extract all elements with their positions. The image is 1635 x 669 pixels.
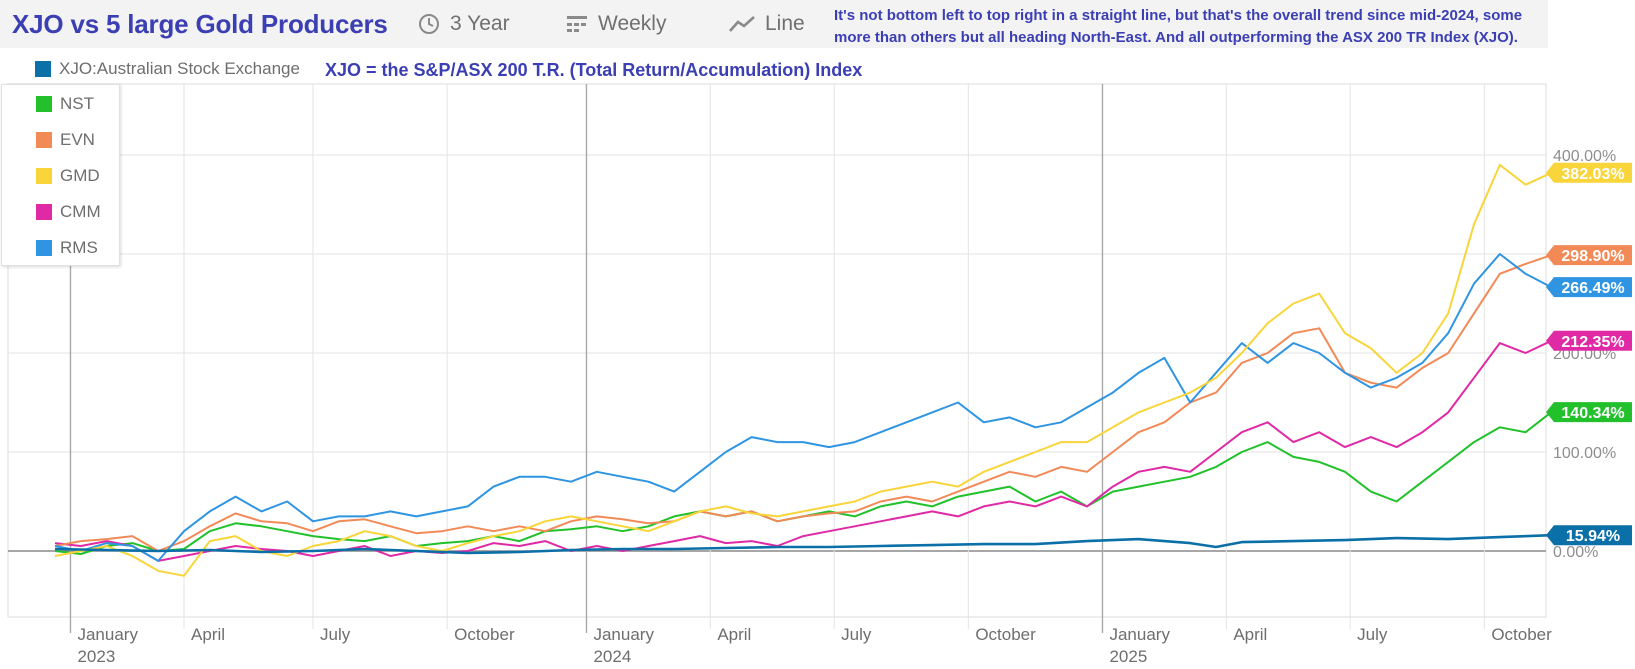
series-line-gmd [54, 163, 1552, 577]
end-value-tag: 266.49% [1546, 277, 1632, 298]
chart-grid [7, 83, 1547, 633]
x-tick-label: January [593, 625, 654, 644]
line-chart-icon [729, 15, 755, 33]
legend-swatch [36, 204, 52, 220]
x-tick-label: October [975, 625, 1036, 644]
end-value-tag-shape [1546, 277, 1632, 298]
legend-label: EVN [60, 130, 95, 149]
legend-swatch [35, 61, 51, 77]
legend-swatch [36, 96, 52, 112]
x-tick-label: July [841, 625, 872, 644]
chart-axes: 0.00%100.00%200.00%300.00%400.00%January… [77, 148, 1632, 666]
x-tick-label: July [320, 625, 351, 644]
x-tick-year-label: 2023 [77, 647, 115, 666]
legend-panel: NST EVN GMD CMM RMS [1, 84, 120, 266]
index-explanation: XJO = the S&P/ASX 200 T.R. (Total Return… [325, 60, 863, 80]
end-value-label: 266.49% [1561, 280, 1624, 297]
period-selector[interactable]: 3 Year [418, 12, 510, 36]
annotation-line-2: more than others but all heading North-E… [834, 28, 1518, 46]
end-value-tag: 15.94% [1546, 525, 1632, 546]
end-value-tag: 212.35% [1546, 330, 1632, 351]
x-tick-label: October [454, 625, 515, 644]
end-value-tag-shape [1546, 402, 1632, 423]
end-value-label: 15.94% [1566, 528, 1620, 545]
x-tick-label: October [1491, 625, 1552, 644]
y-tick-label: 0.00% [1553, 544, 1598, 561]
end-value-tag-shape [1546, 245, 1632, 266]
x-tick-label: April [1233, 625, 1267, 644]
legend-label: GMD [60, 166, 100, 185]
end-value-tag-shape [1546, 162, 1632, 183]
annotation-line-1: It's not bottom left to top right in a s… [834, 7, 1523, 24]
annotation-note: It's not bottom left to top right in a s… [834, 5, 1548, 48]
chart-type-selector[interactable]: Line [729, 12, 805, 36]
end-value-label: 212.35% [1561, 334, 1624, 351]
legend-item-nst[interactable]: NST [36, 94, 94, 114]
end-value-tag-shape [1546, 330, 1632, 351]
clock-icon [418, 13, 440, 35]
legend-item-xjo[interactable]: XJO:Australian Stock Exchange [35, 59, 300, 79]
x-tick-label: April [717, 625, 751, 644]
legend-swatch [36, 168, 52, 184]
chart-toolbar: XJO vs 5 large Gold Producers 3 Year Wee… [0, 0, 1548, 48]
legend-swatch [36, 132, 52, 148]
series-line-xjo [54, 533, 1552, 555]
end-value-label: 382.03% [1561, 166, 1624, 183]
series-line-rms [54, 253, 1552, 562]
chart-title: XJO vs 5 large Gold Producers [12, 9, 388, 39]
end-value-tag-shape [1546, 525, 1632, 546]
legend-label: NST [60, 94, 94, 113]
y-tick-label: 100.00% [1553, 445, 1616, 462]
end-value-tag: 298.90% [1546, 245, 1632, 266]
end-value-label: 298.90% [1561, 248, 1624, 265]
end-value-tag: 140.34% [1546, 402, 1632, 423]
x-tick-label: January [1109, 625, 1170, 644]
calendar-icon [566, 14, 588, 34]
period-label: 3 Year [450, 12, 510, 35]
legend-label: CMM [60, 202, 101, 221]
interval-label: Weekly [598, 12, 667, 35]
y-tick-label: 400.00% [1553, 148, 1616, 165]
series-line-evn [54, 254, 1552, 552]
legend-item-cmm[interactable]: CMM [36, 202, 101, 222]
legend-label: XJO:Australian Stock Exchange [59, 59, 300, 78]
chart-type-label: Line [765, 12, 805, 35]
chart-series [54, 163, 1553, 577]
x-tick-year-label: 2025 [1109, 647, 1147, 666]
series-line-nst [54, 411, 1553, 555]
x-tick-year-label: 2024 [593, 647, 631, 666]
legend-swatch [36, 240, 52, 256]
interval-selector[interactable]: Weekly [566, 12, 666, 36]
plot-frame [7, 83, 1547, 618]
end-value-label: 140.34% [1561, 405, 1624, 422]
series-line-cmm [54, 339, 1552, 562]
legend-item-gmd[interactable]: GMD [36, 166, 100, 186]
legend-item-rms[interactable]: RMS [36, 238, 98, 258]
x-tick-label: January [77, 625, 138, 644]
x-tick-label: July [1357, 625, 1388, 644]
legend-label: RMS [60, 238, 98, 257]
legend-item-evn[interactable]: EVN [36, 130, 95, 150]
end-value-tag: 382.03% [1546, 162, 1632, 183]
x-tick-label: April [191, 625, 225, 644]
